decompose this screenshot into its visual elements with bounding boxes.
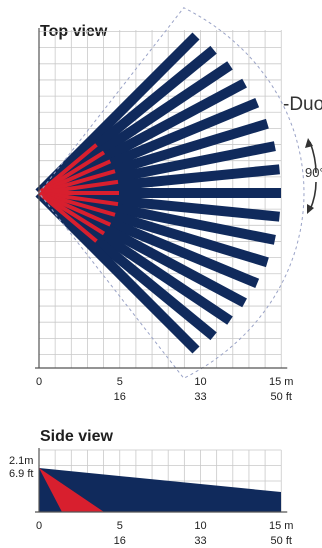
coverage-angle-label: 90° — [305, 165, 322, 180]
top-view-tick-labels: 0 5 16 10 33 15 m 50 ft — [36, 376, 294, 403]
mount-height-m: 2.1m — [9, 455, 33, 467]
tick-label-ft: 50 ft — [271, 535, 292, 547]
tick-label-m: 0 — [36, 520, 42, 532]
tick-label-m: 15 m — [269, 376, 293, 388]
tick-label-m: 5 — [117, 376, 123, 388]
tick-label-m: 10 — [194, 520, 206, 532]
side-view-long-range-zone — [39, 468, 281, 512]
tick-label-ft: 33 — [194, 391, 206, 403]
tick-label-ft: 33 — [194, 535, 206, 547]
mount-height-ft: 6.9 ft — [9, 468, 33, 480]
rotation-arrow-icon — [305, 138, 317, 214]
tick-label-m: 10 — [194, 376, 206, 388]
side-view-short-range-zone — [39, 468, 104, 512]
short-range-beam — [37, 191, 98, 243]
tick-label-m: 5 — [117, 520, 123, 532]
top-view-beams — [35, 32, 281, 354]
model-label: -Duo — [283, 94, 322, 115]
tick-label-m: 0 — [36, 376, 42, 388]
side-view-tick-labels: 0 5 16 10 33 15 m 50 ft — [36, 520, 294, 547]
tick-label-ft: 50 ft — [271, 391, 292, 403]
top-view-coverage-boundary — [38, 7, 305, 379]
tick-label-m: 15 m — [269, 520, 293, 532]
side-view-title: Side view — [40, 428, 113, 445]
tick-label-ft: 16 — [114, 391, 126, 403]
top-view-axes — [35, 28, 288, 369]
long-range-beam — [35, 189, 200, 354]
side-view-axes — [35, 448, 288, 513]
tick-label-ft: 16 — [114, 535, 126, 547]
